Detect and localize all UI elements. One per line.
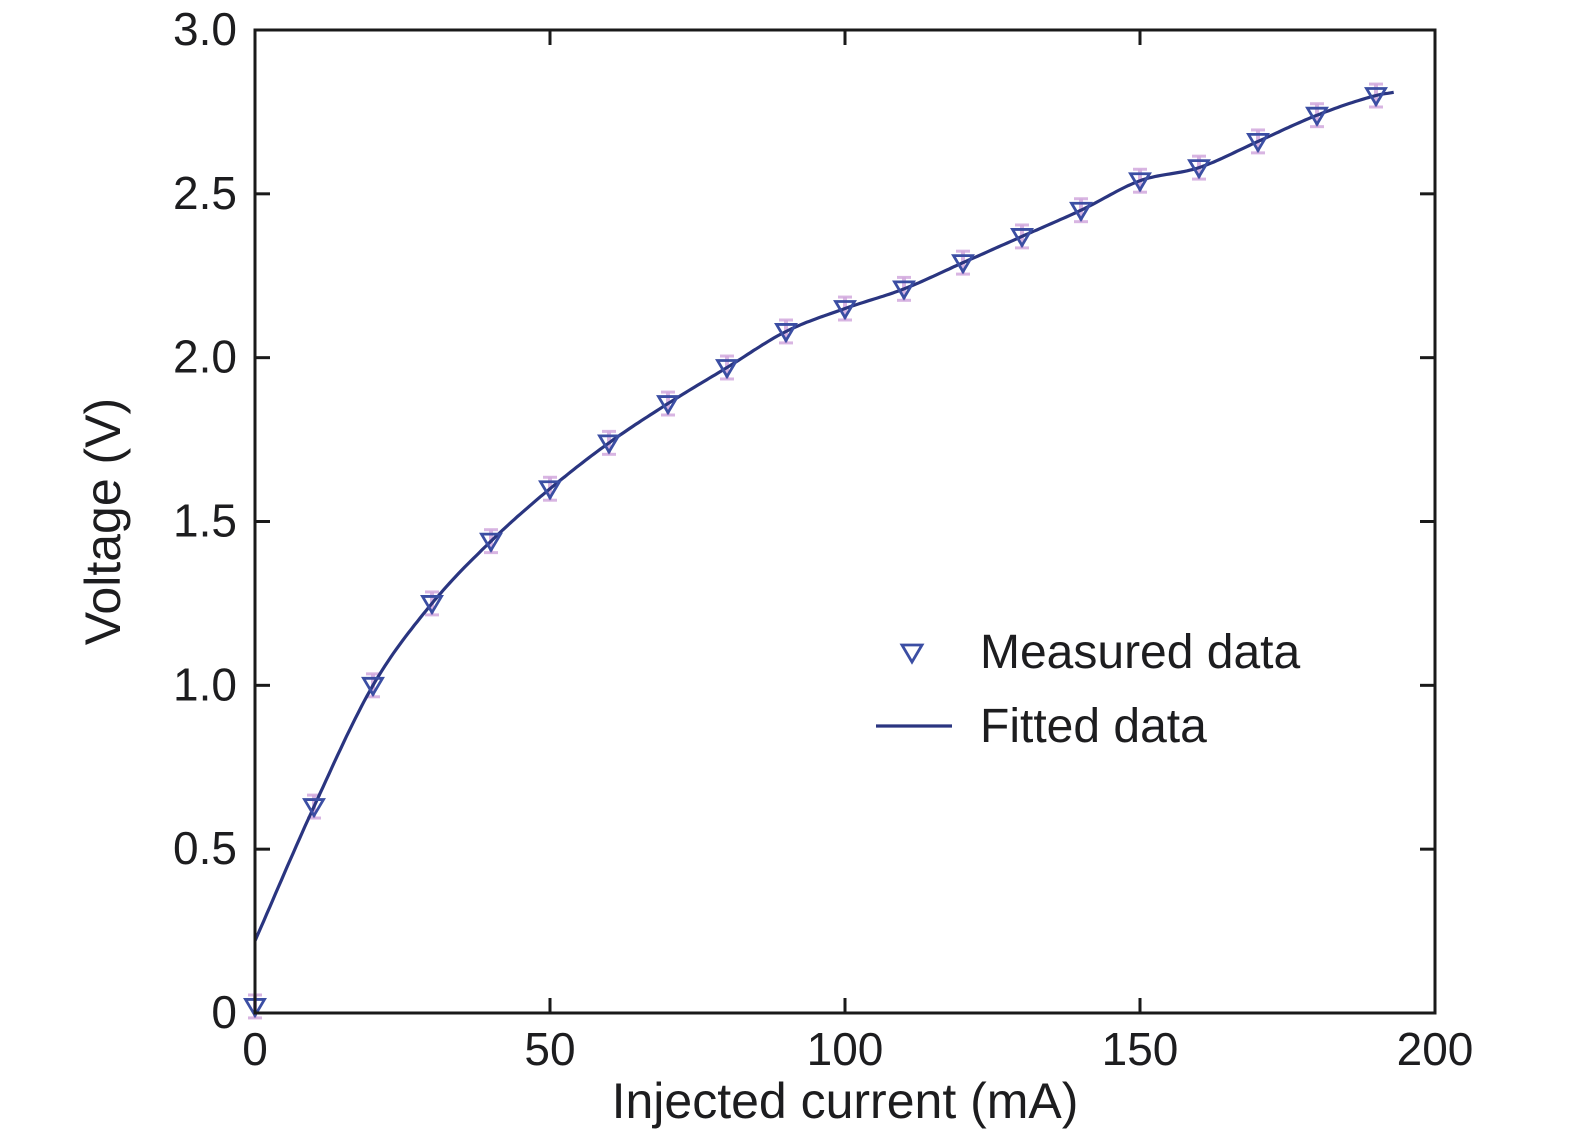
x-tick-label: 50 — [524, 1023, 575, 1075]
y-axis-label: Voltage (V) — [75, 398, 131, 645]
measured-marker — [302, 798, 326, 819]
measured-marker — [1305, 106, 1329, 127]
y-tick-label: 2.0 — [173, 331, 237, 383]
measured-marker — [951, 254, 975, 275]
measured-marker — [833, 300, 857, 321]
measured-marker — [1128, 172, 1152, 193]
measured-marker — [538, 480, 562, 501]
measured-marker — [656, 395, 680, 416]
plot-frame — [253, 28, 1437, 1015]
measured-marker — [1069, 201, 1093, 222]
y-tick-label: 0 — [211, 986, 237, 1038]
y-tick-label: 0.5 — [173, 822, 237, 874]
measured-marker — [420, 595, 444, 616]
y-tick-label: 3.0 — [173, 3, 237, 55]
x-tick-label: 150 — [1102, 1023, 1179, 1075]
x-tick-label: 100 — [807, 1023, 884, 1075]
legend-label-measured: Measured data — [980, 626, 1301, 679]
x-tick-label: 200 — [1397, 1023, 1474, 1075]
measured-marker — [892, 280, 916, 301]
y-tick-label: 1.0 — [173, 658, 237, 710]
measured-marker — [597, 434, 621, 455]
legend-label-fitted: Fitted data — [980, 700, 1207, 753]
y-tick-label: 2.5 — [173, 167, 237, 219]
measured-marker — [715, 359, 739, 380]
x-tick-label: 0 — [242, 1023, 268, 1075]
measured-marker — [1246, 133, 1270, 154]
measured-marker — [774, 323, 798, 344]
measured-marker — [1010, 228, 1034, 249]
measured-marker — [1364, 87, 1388, 108]
measured-marker — [479, 532, 503, 553]
measured-marker — [361, 676, 385, 698]
x-axis-label: Injected current (mA) — [612, 1073, 1079, 1129]
legend-measured-marker — [899, 643, 925, 665]
fitted-line — [253, 90, 1394, 942]
measured-marker — [1187, 159, 1211, 180]
y-tick-label: 1.5 — [173, 495, 237, 547]
